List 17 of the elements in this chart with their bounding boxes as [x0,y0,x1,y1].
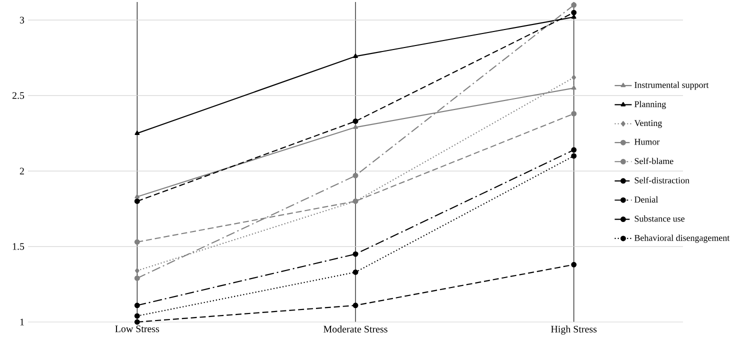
y-tick-label: 2 [20,168,24,174]
legend-label: Instrumental support [634,82,709,90]
y-tick-label: 1 [20,318,24,326]
y-tick-label: 1.5 [12,243,24,250]
y-tick-label: 2.5 [12,92,24,99]
legend-label: Denial [634,196,658,203]
y-tick-label: 3 [20,16,24,24]
legend-label: Humor [634,138,660,145]
legend-label: Substance use [634,215,684,222]
x-tick-label: High Stress [551,326,597,335]
x-tick-label: Moderate Stress [324,326,388,333]
legend-label: Self-blame [634,158,674,164]
legend-label: Planning [634,100,666,110]
x-tick-label: Low Stress [115,326,160,332]
legend-label: Behavioral disengagement [634,234,730,243]
legend-label: Self-distraction [634,176,690,184]
legend-label: Venting [634,120,662,128]
